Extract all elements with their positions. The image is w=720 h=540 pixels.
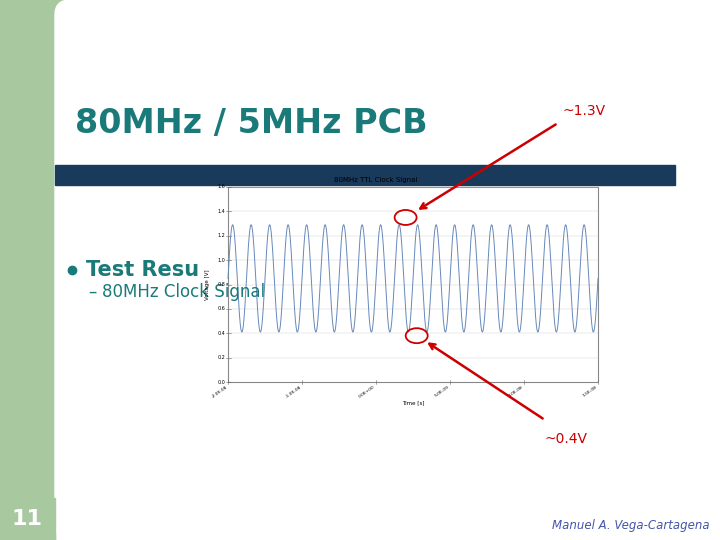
Text: -2.0E-08: -2.0E-08	[211, 385, 228, 399]
Text: 1.0: 1.0	[217, 258, 225, 262]
Text: 80MHz Clock Signal: 80MHz Clock Signal	[102, 283, 265, 301]
Text: Manuel A. Vega-Cartagena: Manuel A. Vega-Cartagena	[552, 519, 710, 532]
FancyBboxPatch shape	[55, 0, 720, 540]
Text: 11: 11	[12, 509, 42, 529]
Text: ~0.4V: ~0.4V	[545, 432, 588, 446]
Text: 0.2: 0.2	[217, 355, 225, 360]
Text: 5.0E-09: 5.0E-09	[434, 385, 450, 398]
Bar	[0, 0, 55, 540]
Text: 1.5E-08: 1.5E-08	[582, 385, 598, 398]
Bar	[0, 498, 55, 540]
Text: ~1.3V: ~1.3V	[563, 104, 606, 118]
Bar	[228, 187, 598, 382]
Text: Voltage [V]: Voltage [V]	[205, 269, 210, 300]
Text: 80MHz / 5MHz PCB: 80MHz / 5MHz PCB	[75, 107, 428, 140]
Text: Test Resu: Test Resu	[86, 260, 199, 280]
Text: 1.6: 1.6	[217, 185, 225, 190]
Bar	[0, 0, 175, 130]
Text: 1.2: 1.2	[217, 233, 225, 238]
Text: 0.0E+00: 0.0E+00	[359, 385, 376, 399]
Text: -1.0E-08: -1.0E-08	[284, 385, 302, 399]
Text: 0.8: 0.8	[217, 282, 225, 287]
Text: 80MHz TTL Clock Signal: 80MHz TTL Clock Signal	[334, 177, 418, 183]
Text: 1.4: 1.4	[217, 209, 225, 214]
Text: Time [s]: Time [s]	[402, 400, 424, 405]
Text: –: –	[88, 283, 96, 301]
Bar	[55, 165, 675, 185]
Text: 0.4: 0.4	[217, 330, 225, 336]
Text: 0.0: 0.0	[217, 380, 225, 384]
Text: 1.0E-08: 1.0E-08	[508, 385, 524, 398]
Text: 0.6: 0.6	[217, 306, 225, 312]
